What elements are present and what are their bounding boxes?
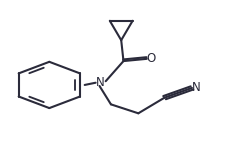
Text: O: O bbox=[146, 52, 155, 65]
Text: N: N bbox=[192, 81, 201, 94]
Text: N: N bbox=[96, 76, 105, 89]
